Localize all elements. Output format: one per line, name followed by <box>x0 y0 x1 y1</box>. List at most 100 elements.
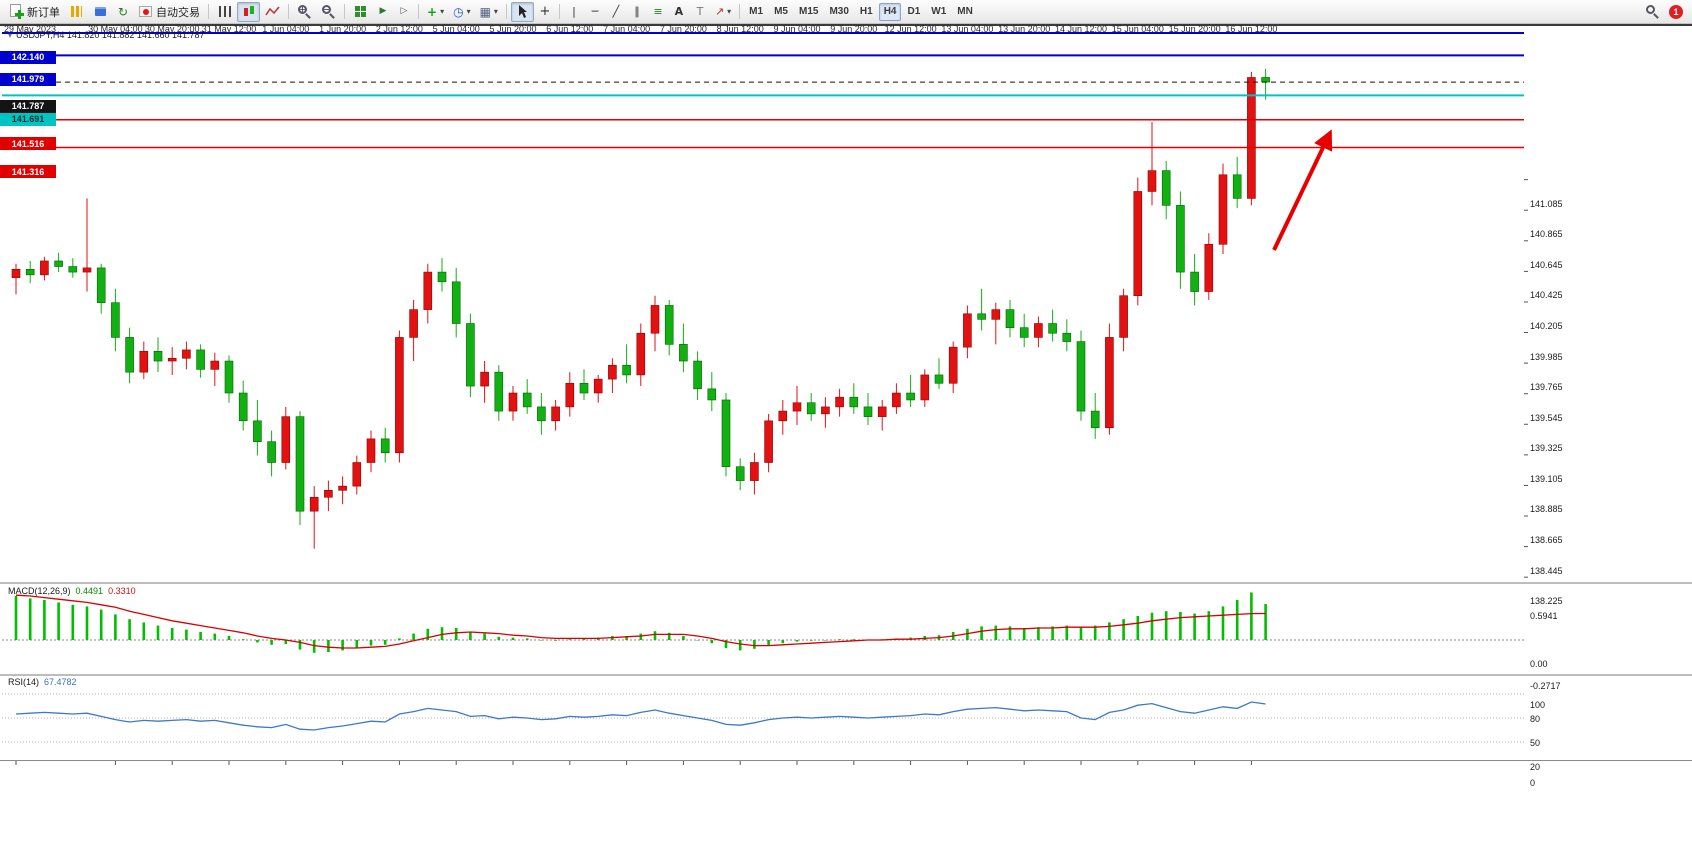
toolbar-separator <box>208 4 209 19</box>
macd-histogram-bar <box>256 640 259 643</box>
trend-arrow-annotation <box>1272 129 1333 251</box>
candle-body <box>494 371 504 412</box>
line-chart-button[interactable] <box>261 2 284 22</box>
candle-body <box>1247 77 1256 199</box>
horizontal-line-icon: ─ <box>591 5 599 18</box>
candle-body <box>395 337 404 454</box>
candle-body <box>806 402 816 415</box>
cursor-button[interactable] <box>510 1 534 22</box>
candle-body <box>764 420 773 463</box>
macd-histogram-bar <box>1164 611 1168 640</box>
vertical-line-button[interactable]: | <box>564 2 584 22</box>
timeframe-button-w1[interactable]: W1 <box>931 6 947 17</box>
timeframe-button-d1[interactable]: D1 <box>907 6 921 17</box>
macd-histogram-bar <box>85 606 89 640</box>
channel-button[interactable]: ∥ <box>627 2 647 22</box>
candle-body <box>991 309 1001 320</box>
templates-button[interactable]: ▦ ▾ <box>476 2 502 22</box>
periods-button[interactable]: ◷ ▾ <box>449 2 475 22</box>
macd-value: 0.4491 <box>75 586 104 596</box>
profiles-button[interactable] <box>89 2 112 22</box>
candle-body <box>1232 174 1242 199</box>
chart-canvas[interactable] <box>0 24 1692 842</box>
macd-histogram-bar <box>142 622 146 640</box>
macd-histogram-bar <box>1108 622 1111 640</box>
candle-body <box>508 392 518 412</box>
candle-body <box>977 313 986 320</box>
macd-histogram-bar <box>809 640 813 641</box>
macd-histogram-bar <box>994 625 998 640</box>
tile-windows-button[interactable] <box>349 2 372 22</box>
search-button[interactable] <box>1641 2 1664 22</box>
crosshair-button[interactable]: + <box>535 2 555 22</box>
candle-body <box>153 351 163 362</box>
candle-body <box>579 382 589 394</box>
macd-histogram-bar <box>383 640 387 645</box>
macd-histogram-bar <box>667 632 671 640</box>
timeframe-button-h4[interactable]: H4 <box>878 2 902 21</box>
candle-body <box>650 305 660 334</box>
candle-body <box>238 392 248 422</box>
candle-body <box>778 410 788 422</box>
macd-histogram-bar <box>653 631 657 640</box>
new-chart-button[interactable] <box>65 2 88 22</box>
candle-body <box>423 271 433 310</box>
candlestick-icon <box>241 3 256 19</box>
timeframe-button-m1[interactable]: M1 <box>749 6 764 17</box>
autotrading-label: 自动交易 <box>156 6 200 19</box>
candle-body <box>480 371 489 387</box>
candle-body <box>1090 410 1100 429</box>
macd-histogram-bar <box>185 629 188 640</box>
candle-body <box>253 420 262 442</box>
new-order-button[interactable]: 新订单 <box>5 2 64 22</box>
macd-histogram-bar <box>99 609 103 640</box>
candle-body <box>593 378 603 394</box>
bar-chart-button[interactable] <box>213 2 236 22</box>
candle-body <box>111 302 120 338</box>
fibonacci-button[interactable]: ≡ <box>648 2 668 22</box>
autotrading-button[interactable]: 自动交易 <box>134 2 204 22</box>
timeframe-button-mn[interactable]: MN <box>957 6 973 17</box>
rsi-value: 67.4782 <box>44 677 77 687</box>
one-click-trading-toggle[interactable]: ▾ <box>8 30 13 40</box>
refresh-button[interactable]: ↻ <box>113 2 133 22</box>
notifications-button[interactable]: 1 <box>1665 2 1687 22</box>
autoscroll-button[interactable]: ▶ <box>373 2 393 22</box>
zoom-out-button[interactable]: − <box>317 2 340 22</box>
timeframe-button-m30[interactable]: M30 <box>829 6 849 17</box>
macd-histogram-bar <box>753 640 756 649</box>
arrows-button[interactable]: ↗ ▾ <box>711 2 735 22</box>
candle-body <box>324 490 333 498</box>
macd-histogram-bar <box>682 636 685 640</box>
macd-histogram-bar <box>1051 626 1054 640</box>
refresh-icon: ↻ <box>117 4 129 19</box>
macd-histogram-bar <box>369 640 373 646</box>
candle-body <box>721 399 731 467</box>
zoom-in-button[interactable]: + <box>293 2 316 22</box>
macd-histogram-bar <box>1193 613 1196 640</box>
text-button[interactable]: A <box>669 2 689 22</box>
macd-histogram-bar <box>582 638 586 640</box>
time-axis[interactable] <box>0 760 1692 780</box>
candle-body <box>25 269 35 276</box>
horizontal-line-button[interactable]: ─ <box>585 2 605 22</box>
macd-histogram-bar <box>554 640 557 641</box>
candle-body <box>622 364 631 376</box>
macd-histogram-bar <box>568 639 572 640</box>
timeframe-button-m15[interactable]: M15 <box>798 6 819 17</box>
indicators-button[interactable]: + ▾ <box>423 2 448 22</box>
chart-window[interactable]: 142.140 141.979 141.787 141.691 141.516 141.3… <box>0 24 1692 842</box>
macd-histogram-bar <box>1079 627 1083 640</box>
price-axis[interactable] <box>1524 24 1614 760</box>
trendline-button[interactable]: ╱ <box>606 2 626 22</box>
profiles-icon <box>93 4 108 19</box>
chart-shift-button[interactable]: ▷ <box>394 2 414 22</box>
macd-histogram-bar <box>781 640 785 644</box>
macd-histogram-bar <box>327 640 330 652</box>
candle-body <box>68 266 78 273</box>
text-label-button[interactable]: T <box>690 2 710 22</box>
candlestick-chart-button[interactable] <box>237 1 260 22</box>
timeframe-button-m5[interactable]: M5 <box>774 6 788 17</box>
timeframe-button-h1[interactable]: H1 <box>859 6 873 17</box>
crosshair-icon: + <box>539 4 551 19</box>
